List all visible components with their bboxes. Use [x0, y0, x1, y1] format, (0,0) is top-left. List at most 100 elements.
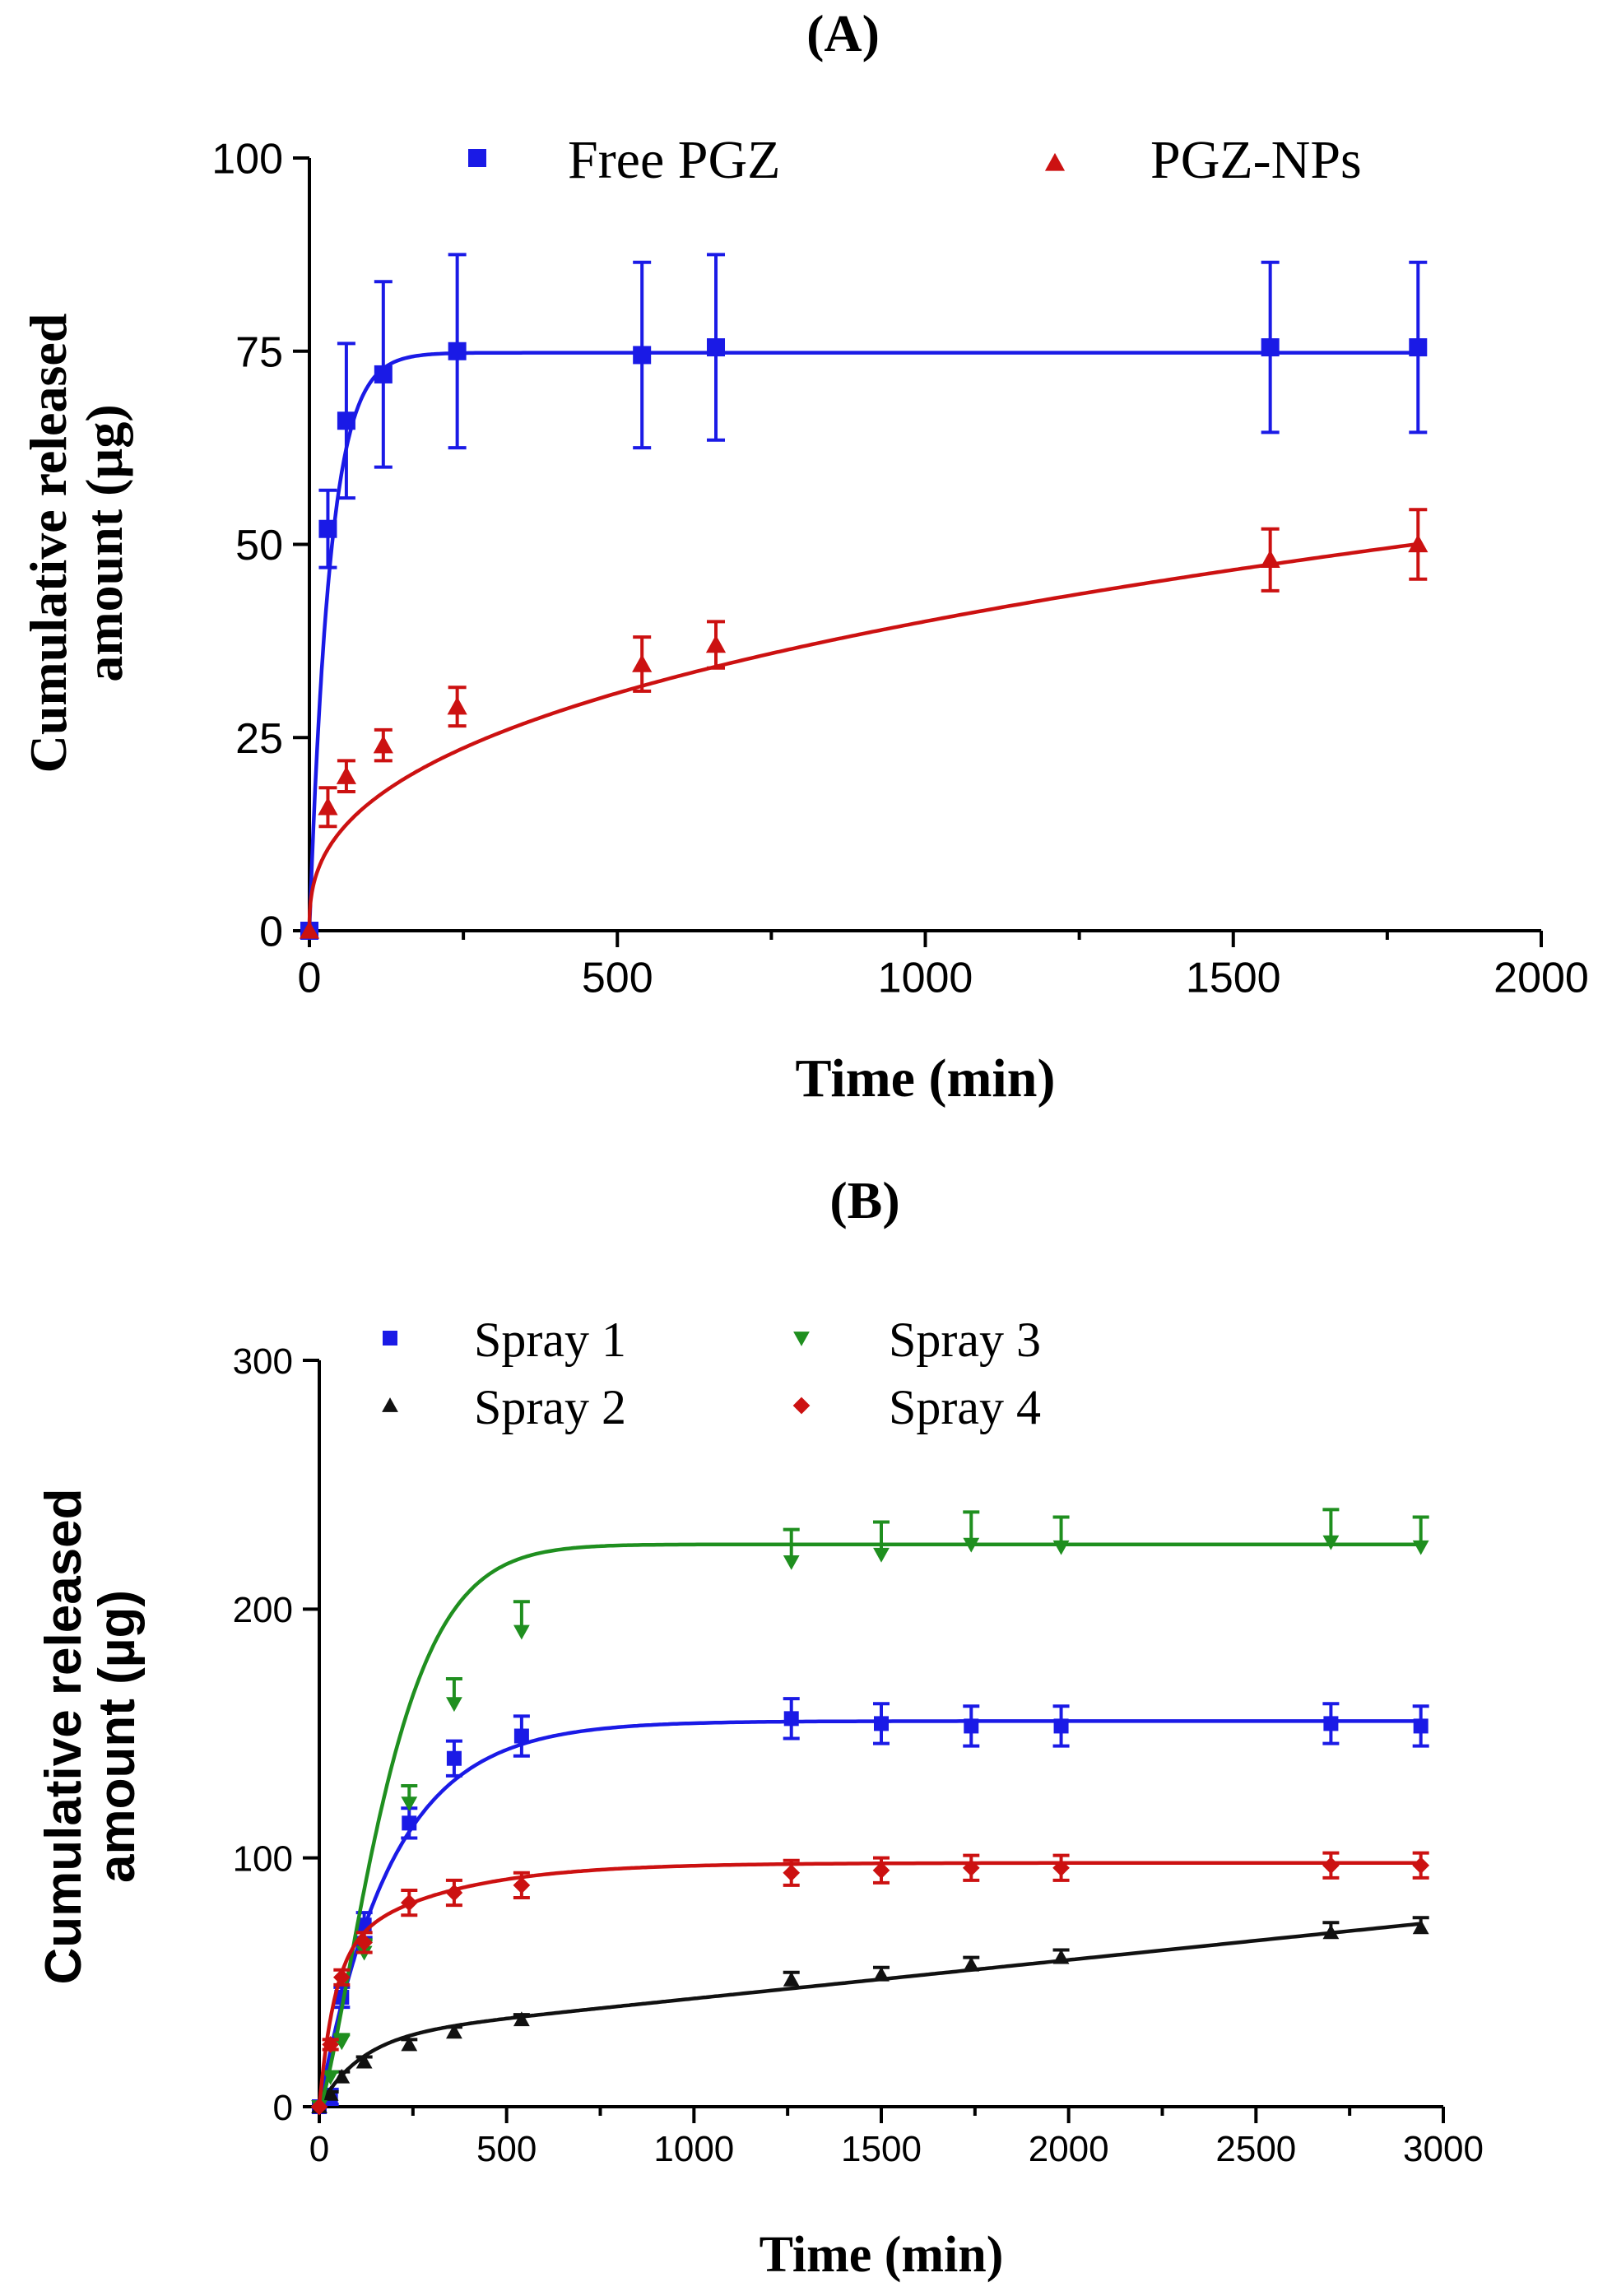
x-tick-label: 0 [298, 955, 322, 1002]
fit-curve [317, 1861, 1421, 2108]
data-point [783, 1711, 799, 1727]
x-tick-label: 2000 [1029, 2129, 1109, 2169]
data-point [1053, 1718, 1069, 1734]
y-tick-label: 0 [259, 909, 283, 956]
data-point [1409, 338, 1428, 357]
fit-curve [317, 1719, 1421, 2108]
x-tick-label: 1000 [878, 955, 973, 1002]
legend-label: Free PGZ [568, 130, 780, 190]
data-point [873, 1547, 890, 1563]
fit-curve [317, 1922, 1421, 2108]
data-point [963, 1537, 980, 1553]
x-tick-label: 500 [582, 955, 653, 1002]
panel-label: (A) [806, 4, 880, 63]
data-point [318, 519, 337, 538]
data-point [783, 1555, 800, 1570]
data-point [632, 653, 653, 672]
data-point [336, 766, 357, 784]
data-point [1413, 1718, 1429, 1734]
x-tick-label: 2000 [1494, 955, 1589, 1002]
data-point [318, 797, 338, 816]
data-point [705, 634, 727, 653]
series-spray-3 [311, 1508, 1429, 2115]
data-point [1412, 1857, 1430, 1875]
data-point [513, 1624, 530, 1640]
data-point [783, 1864, 801, 1882]
x-tick-label: 1000 [653, 2129, 734, 2169]
data-point [373, 735, 393, 754]
data-point [333, 2068, 351, 2084]
data-point [1408, 534, 1429, 553]
data-point [402, 1815, 417, 1831]
y-tick-label: 25 [235, 715, 283, 763]
data-point [872, 1861, 890, 1880]
x-tick-label: 1500 [841, 2129, 922, 2169]
data-point [446, 2024, 462, 2039]
data-point [513, 1876, 531, 1894]
x-axis-label: Time (min) [760, 2227, 1004, 2283]
data-point [374, 365, 393, 383]
data-point [355, 2053, 373, 2069]
data-point [1412, 1540, 1429, 1555]
legend-label: Spray 4 [889, 1380, 1041, 1434]
data-point [310, 2098, 328, 2116]
data-point [448, 342, 467, 360]
legend-marker [1044, 152, 1066, 171]
data-point [513, 1728, 529, 1744]
panel-label: (B) [829, 1171, 899, 1229]
legend-label: Spray 3 [889, 1313, 1041, 1367]
data-point [355, 1934, 373, 1951]
data-point [322, 2085, 339, 2101]
y-axis-label-line1: Cumulative released [19, 314, 77, 774]
data-point [445, 1884, 463, 1902]
data-point [1322, 1535, 1340, 1550]
data-point [1261, 338, 1280, 357]
data-point [1322, 1924, 1340, 1940]
y-tick-label: 200 [233, 1590, 293, 1630]
fit-curve [307, 541, 1419, 932]
data-point [1052, 1540, 1070, 1555]
data-point [1322, 1857, 1340, 1875]
data-point [401, 2036, 418, 2052]
data-point [447, 696, 467, 715]
data-point [707, 338, 726, 357]
y-axis-label-line2: amount (µg) [89, 1590, 146, 1883]
series-spray-1 [312, 1697, 1429, 2114]
legend-label: Spray 1 [474, 1313, 626, 1367]
series-spray-4 [310, 1851, 1430, 2116]
y-axis-label-line1: Cumulative released [35, 1488, 92, 1984]
legend-marker [793, 1332, 810, 1346]
data-point [783, 1971, 800, 1987]
data-point [963, 1956, 980, 1972]
legend-label: PGZ-NPs [1150, 130, 1362, 190]
y-axis-label-line2: amount (µg) [75, 404, 133, 681]
data-point [1052, 1859, 1070, 1877]
data-point [964, 1718, 979, 1734]
legend-marker [382, 1397, 398, 1412]
x-tick-label: 0 [309, 2129, 329, 2169]
legend-marker [383, 1331, 397, 1346]
legend-marker [468, 149, 486, 167]
data-point [322, 2070, 339, 2085]
data-point [401, 1796, 418, 1812]
data-point [633, 346, 652, 365]
y-tick-label: 100 [233, 1839, 293, 1880]
legend-marker [792, 1397, 811, 1415]
data-point [400, 1894, 418, 1912]
x-tick-label: 500 [476, 2129, 537, 2169]
data-point [1323, 1716, 1339, 1731]
x-axis-label: Time (min) [796, 1048, 1056, 1108]
y-tick-label: 75 [235, 328, 283, 376]
data-point [1052, 1949, 1070, 1964]
y-tick-label: 300 [233, 1341, 293, 1382]
series-spray-2 [311, 1916, 1429, 2113]
y-tick-label: 100 [211, 136, 283, 184]
data-point [299, 920, 320, 939]
y-tick-label: 0 [273, 2088, 293, 2128]
x-tick-label: 1500 [1186, 955, 1281, 1002]
data-point [332, 1968, 351, 1987]
series-free-pgz [300, 253, 1428, 940]
legend-label: Spray 2 [474, 1380, 626, 1434]
